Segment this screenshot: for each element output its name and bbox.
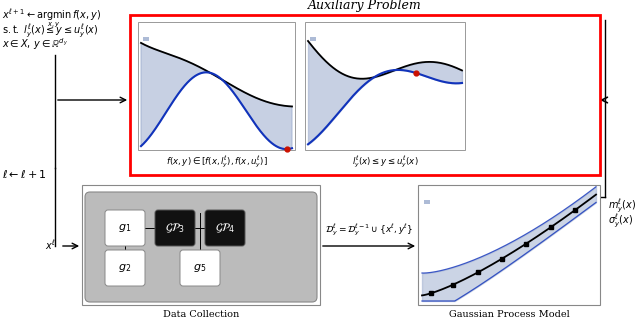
- Bar: [424, 200, 430, 204]
- Text: Data Collection: Data Collection: [163, 310, 239, 319]
- FancyBboxPatch shape: [205, 210, 245, 246]
- Text: Gaussian Process Model: Gaussian Process Model: [449, 310, 570, 319]
- Text: feasible region: feasible region: [318, 40, 375, 48]
- FancyBboxPatch shape: [105, 210, 145, 246]
- Text: $f(x,y) \in [f(x,l_y^\ell), f(x,u_y^\ell)]$: $f(x,y) \in [f(x,l_y^\ell), f(x,u_y^\ell…: [166, 155, 268, 170]
- Text: $\mathcal{D}_y^\ell = \mathcal{D}_y^{\ell-1} \cup \{x^\ell, y^\ell\}$: $\mathcal{D}_y^\ell = \mathcal{D}_y^{\el…: [324, 222, 413, 238]
- FancyBboxPatch shape: [155, 210, 195, 246]
- Bar: [138, 22, 295, 150]
- Text: $-u_y^\ell(x)$  $-l_y^\ell(x)$: $-u_y^\ell(x)$ $-l_y^\ell(x)$: [310, 30, 364, 45]
- Bar: [82, 185, 320, 305]
- Bar: [418, 185, 600, 305]
- Text: $l_y^\ell(x) \leq y \leq u_y^\ell(x)$: $l_y^\ell(x) \leq y \leq u_y^\ell(x)$: [351, 155, 419, 170]
- Bar: [143, 37, 149, 41]
- Text: $\mathcal{GP}_3$: $\mathcal{GP}_3$: [165, 221, 185, 235]
- Text: SYSTEM: SYSTEM: [180, 197, 221, 206]
- Text: $m_y^\ell(x)$: $m_y^\ell(x)$: [608, 198, 636, 215]
- Text: $g_1$: $g_1$: [118, 222, 132, 234]
- Text: $\mathcal{GP}_4$: $\mathcal{GP}_4$: [215, 221, 236, 235]
- Text: $x^\ell$: $x^\ell$: [45, 238, 56, 252]
- Text: Auxiliary Problem: Auxiliary Problem: [308, 0, 422, 12]
- Text: $-m_y^\ell(x)$: $-m_y^\ell(x)$: [424, 193, 453, 208]
- Text: $\sigma_y^\ell(x)$: $\sigma_y^\ell(x)$: [608, 213, 633, 230]
- Bar: [310, 37, 316, 41]
- FancyBboxPatch shape: [105, 250, 145, 286]
- Text: $g_2$: $g_2$: [118, 262, 132, 274]
- FancyBboxPatch shape: [85, 192, 317, 302]
- Text: $-f(x, u_y^\ell)$  $-f(x, l_y^\ell)$: $-f(x, u_y^\ell)$ $-f(x, l_y^\ell)$: [143, 30, 210, 45]
- Text: feasible region: feasible region: [151, 40, 208, 48]
- Text: $x \in X,\, y \in \mathbb{R}^{d_y}$: $x \in X,\, y \in \mathbb{R}^{d_y}$: [2, 36, 68, 52]
- Text: $\ell \leftarrow \ell + 1$: $\ell \leftarrow \ell + 1$: [2, 168, 47, 180]
- Text: $x^{\ell+1} \leftarrow \underset{x,y}{\mathrm{argmin}}\, f(x,y)$: $x^{\ell+1} \leftarrow \underset{x,y}{\m…: [2, 8, 101, 30]
- Text: $\sigma_y^\ell(x)$: $\sigma_y^\ell(x)$: [432, 203, 452, 218]
- FancyBboxPatch shape: [180, 250, 220, 286]
- Text: $\mathrm{s.t.}\; l_y^\ell(x) \leq y \leq u_y^\ell(x)$: $\mathrm{s.t.}\; l_y^\ell(x) \leq y \leq…: [2, 23, 99, 41]
- Text: $g_5$: $g_5$: [193, 262, 207, 274]
- Bar: [130, 15, 600, 175]
- Bar: [305, 22, 465, 150]
